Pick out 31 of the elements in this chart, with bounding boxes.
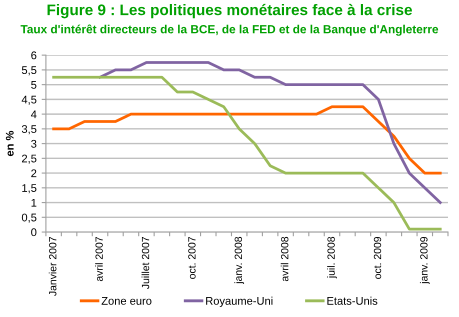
x-tick-label: Janvier 2007 — [48, 236, 56, 296]
y-tick-label: 4 — [30, 110, 37, 118]
y-tick-label: 2,5 — [22, 154, 36, 164]
y-tick-label: 3,5 — [22, 125, 36, 134]
y-tick-label: 3 — [31, 140, 36, 148]
x-tick-label: avril 2008 — [280, 236, 288, 282]
line-series — [98, 61, 442, 204]
y-tick-label: 1 — [32, 198, 36, 207]
legend-label: Royaume-Uni — [206, 296, 272, 307]
y-tick-label: 4,5 — [22, 96, 36, 105]
x-tick-label: janv. 2009 — [420, 236, 430, 284]
y-axis-title: en % — [6, 130, 14, 156]
y-tick-label: 0 — [31, 228, 36, 236]
x-tick-label: janv. 2008 — [234, 236, 244, 284]
y-tick-label: 2 — [31, 169, 36, 178]
x-tick-label: avril 2007 — [95, 236, 103, 282]
legend-label: Etats-Unis — [327, 296, 378, 305]
x-tick-label: Juillet 2007 — [142, 236, 150, 289]
y-tick-label: 1,5 — [22, 184, 36, 194]
y-tick-label: 6 — [31, 51, 36, 60]
chart-title: Figure 9 : Les politiques monétaires face à la crise — [48, 4, 412, 18]
x-tick-label: oct. 2007 — [188, 236, 196, 279]
x-tick-label: juil. 2008 — [327, 236, 337, 278]
x-tick-label: oct. 2009 — [374, 236, 382, 279]
y-tick-label: 5,5 — [22, 66, 36, 76]
y-tick-label: 0,5 — [22, 214, 36, 223]
legend-label: Zone euro — [102, 297, 152, 305]
line-series — [52, 105, 442, 174]
chart-subtitle: Taux d'intérêt directeurs de la BCE, de la FED et de la Banque d'Angleterre — [20, 24, 438, 36]
y-tick-label: 5 — [31, 81, 36, 89]
line-series — [52, 76, 442, 230]
